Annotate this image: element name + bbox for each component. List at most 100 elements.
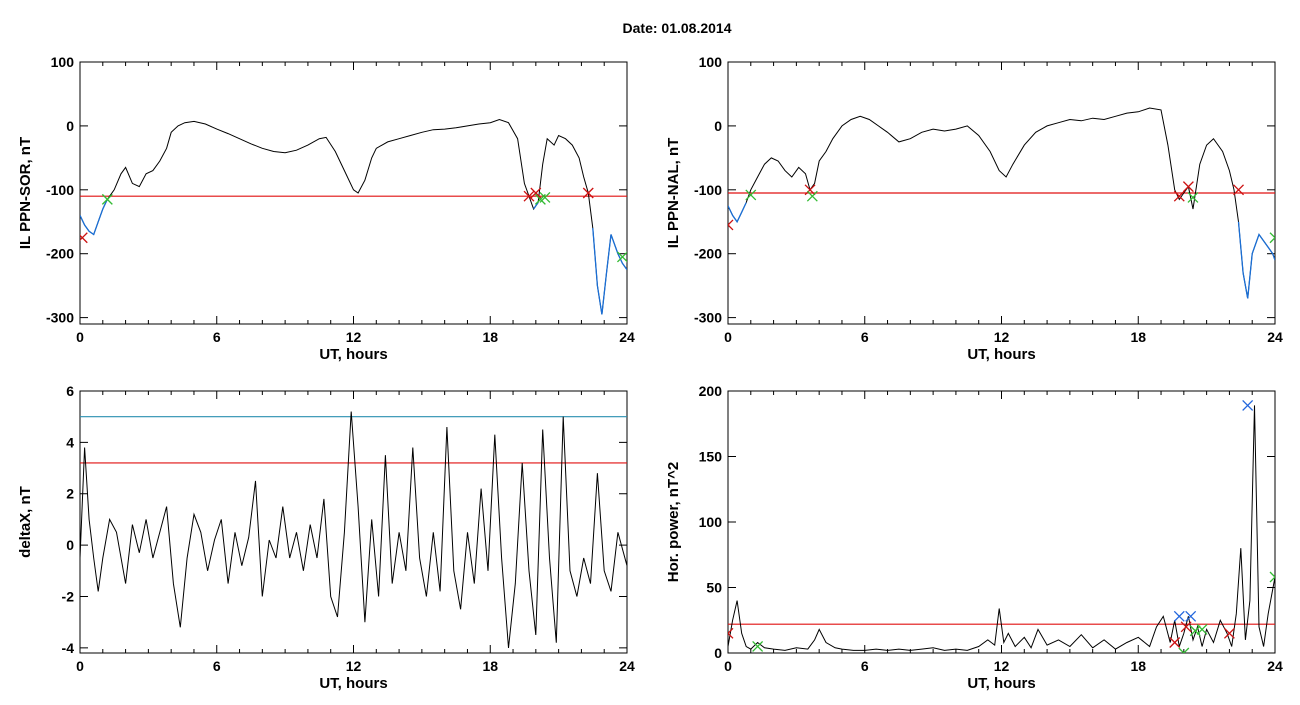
x-tick-label: 6: [861, 329, 869, 345]
marker-stroke: [728, 224, 734, 231]
marker-green: [1187, 192, 1199, 203]
x-tick-label: 18: [1130, 658, 1146, 674]
plot-area: [80, 411, 627, 648]
marker-red: [80, 232, 88, 244]
chart-panel-p2: 0 6 12 18 24 100 0 -100 -200 -300 UT, hours IL PPN-…: [665, 54, 1283, 363]
marker-green: [745, 189, 757, 201]
series-line: [80, 411, 627, 648]
y-tick-label: 4: [66, 434, 74, 450]
x-tick-label: 12: [994, 329, 1010, 345]
marker-stroke: [1269, 232, 1275, 239]
y-axis-label: IL PPN-SOR, nT: [17, 137, 34, 249]
marker-stroke: [1173, 190, 1185, 202]
x-tick-label: 0: [76, 658, 84, 674]
x-tick-label: 24: [1267, 329, 1283, 345]
marker-red: [1169, 637, 1181, 648]
marker-green: [101, 193, 113, 205]
y-axis-label: IL PPN-NAL, nT: [665, 138, 682, 249]
marker-stroke: [616, 251, 627, 263]
chart-panel-p3: 0 6 12 18 24 6 4 2 0 -2 -4 UT, hours deltaX, nT: [17, 383, 635, 692]
marker-green: [616, 251, 627, 263]
marker-red: [530, 187, 542, 199]
marker-stroke: [1187, 192, 1199, 203]
y-tick-label: -200: [694, 246, 722, 262]
marker-red: [1173, 190, 1185, 202]
marker-green: [1269, 571, 1275, 583]
x-tick-label: 6: [213, 658, 221, 674]
marker-stroke: [728, 627, 734, 635]
marker-stroke: [1173, 610, 1185, 622]
plot-frame: [79, 61, 628, 325]
marker-stroke: [1269, 576, 1275, 583]
x-tick-label: 24: [619, 329, 635, 345]
marker-stroke: [80, 232, 88, 241]
x-tick-label: 6: [861, 658, 869, 674]
marker-stroke: [582, 187, 594, 199]
y-tick-label: -300: [46, 310, 74, 326]
x-tick-label: 12: [346, 329, 362, 345]
chart-panel-p4: 0 6 12 18 24 200 150 100 50 0 UT, hours Hor. power,…: [665, 383, 1283, 692]
y-tick-label: -300: [694, 310, 722, 326]
marker-green: [752, 640, 764, 652]
y-tick-label: 0: [66, 537, 74, 553]
y-tick-label: -4: [62, 640, 75, 656]
marker-stroke: [101, 193, 113, 205]
x-tick-label: 0: [724, 329, 732, 345]
marker-green: [1189, 625, 1201, 637]
marker-red: [582, 187, 594, 199]
plot-area: [80, 118, 627, 315]
x-axis-label: UT, hours: [319, 675, 387, 692]
marker-stroke: [1189, 625, 1201, 637]
marker-blue: [1242, 399, 1254, 411]
y-axis-label: Hor. power, nT^2: [665, 462, 682, 582]
marker-stroke: [1223, 627, 1235, 639]
x-tick-label: 0: [76, 329, 84, 345]
marker-red: [1180, 621, 1192, 633]
series-line: [728, 107, 1275, 299]
marker-green: [539, 192, 551, 203]
marker-blue: [1185, 610, 1197, 622]
below-threshold-segment: [80, 199, 108, 236]
x-tick-label: 24: [619, 658, 635, 674]
y-tick-label: 0: [66, 118, 74, 134]
y-tick-label: 6: [66, 383, 74, 399]
y-tick-label: 100: [699, 514, 723, 530]
marker-stroke: [1242, 399, 1254, 411]
x-tick-label: 12: [994, 658, 1010, 674]
marker-green: [1178, 647, 1190, 653]
date-title: Date: 01.08.2014: [623, 20, 732, 36]
below-threshold-segment: [592, 228, 627, 315]
y-tick-label: 100: [699, 54, 723, 70]
x-axis-label: UT, hours: [967, 675, 1035, 692]
marker-stroke: [539, 192, 551, 203]
marker-stroke: [530, 187, 542, 199]
x-tick-label: 24: [1267, 658, 1283, 674]
y-tick-label: 50: [706, 580, 722, 596]
marker-red: [728, 219, 734, 231]
marker-red: [1233, 184, 1244, 196]
marker-red: [804, 184, 816, 196]
marker-stroke: [1182, 181, 1194, 193]
marker-stroke: [1185, 610, 1197, 622]
marker-stroke: [1180, 621, 1192, 633]
x-tick-label: 12: [346, 658, 362, 674]
below-threshold-segment: [1237, 221, 1275, 299]
y-tick-label: 150: [699, 449, 723, 465]
marker-stroke: [806, 190, 818, 202]
marker-stroke: [728, 632, 734, 639]
marker-blue: [1173, 610, 1185, 622]
below-threshold-segment: [728, 202, 747, 224]
marker-stroke: [1178, 647, 1185, 653]
y-tick-label: 0: [714, 645, 722, 661]
y-axis-label: deltaX, nT: [17, 486, 34, 558]
plot-area: [728, 107, 1275, 299]
y-tick-label: -200: [46, 246, 74, 262]
x-tick-label: 0: [724, 658, 732, 674]
y-tick-label: 200: [699, 383, 723, 399]
marker-green: [1196, 623, 1208, 635]
marker-stroke: [745, 189, 757, 201]
marker-red: [1182, 181, 1194, 193]
x-tick-label: 18: [482, 329, 498, 345]
